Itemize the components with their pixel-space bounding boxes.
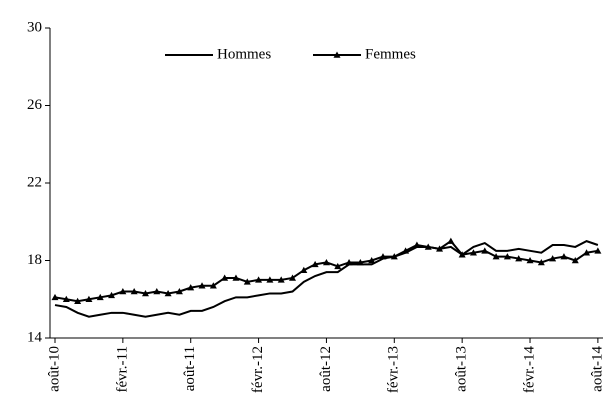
- point-marker: [334, 262, 342, 270]
- x-tick-label: févr.-12: [250, 346, 266, 393]
- point-marker: [503, 253, 511, 260]
- point-marker: [164, 289, 172, 297]
- legend-marker: [333, 51, 341, 58]
- point-marker: [492, 253, 500, 260]
- point-marker: [62, 295, 70, 303]
- point-marker: [345, 258, 353, 266]
- point-marker: [402, 247, 410, 254]
- point-marker: [255, 276, 263, 283]
- y-tick-label: 22: [27, 174, 42, 190]
- point-marker: [560, 253, 568, 260]
- point-marker: [436, 245, 444, 252]
- x-tick-label: févr.-14: [521, 346, 537, 394]
- point-marker: [119, 288, 127, 295]
- legend-label: Femmes: [365, 46, 416, 62]
- point-marker: [51, 293, 59, 301]
- point-marker: [447, 237, 455, 244]
- point-marker: [153, 288, 161, 295]
- point-marker: [368, 257, 376, 264]
- point-marker: [277, 276, 285, 283]
- point-marker: [537, 258, 545, 266]
- point-marker: [108, 291, 116, 299]
- point-marker: [96, 293, 104, 301]
- y-tick-label: 26: [27, 97, 43, 113]
- point-marker: [175, 288, 183, 295]
- point-marker: [232, 274, 240, 281]
- point-marker: [187, 284, 195, 291]
- series-line: [54, 240, 599, 318]
- x-tick-label: août-10: [46, 346, 62, 392]
- point-marker: [266, 276, 274, 283]
- point-marker: [469, 249, 477, 256]
- point-marker: [356, 258, 364, 266]
- y-tick-label: 14: [27, 329, 43, 345]
- point-marker: [322, 258, 330, 266]
- point-marker: [130, 288, 138, 295]
- point-marker: [424, 243, 432, 250]
- point-marker: [198, 282, 206, 289]
- point-marker: [300, 266, 308, 273]
- point-marker: [571, 257, 579, 264]
- point-marker: [583, 249, 591, 256]
- point-marker: [458, 251, 466, 258]
- point-marker: [74, 297, 82, 304]
- point-marker: [209, 282, 217, 289]
- point-marker: [311, 260, 319, 268]
- y-tick-label: 18: [27, 252, 42, 268]
- y-tick-label: 30: [27, 19, 42, 35]
- point-marker: [515, 255, 523, 262]
- x-tick-label: août-14: [589, 346, 603, 392]
- point-marker: [85, 295, 93, 303]
- x-tick-label: févr.-13: [386, 346, 402, 393]
- x-tick-label: août-13: [454, 346, 470, 392]
- point-marker: [141, 289, 149, 297]
- point-marker: [594, 247, 602, 254]
- point-marker: [549, 255, 557, 262]
- point-marker: [481, 247, 489, 254]
- point-marker: [289, 274, 297, 281]
- point-marker: [221, 274, 229, 281]
- x-tick-label: août-12: [318, 346, 334, 392]
- x-tick-label: févr.-11: [114, 346, 130, 393]
- point-marker: [379, 253, 387, 260]
- legend-label: Hommes: [217, 46, 271, 62]
- x-tick-label: août-11: [182, 346, 198, 391]
- point-marker: [413, 241, 421, 248]
- point-marker: [243, 278, 251, 285]
- point-marker: [526, 257, 534, 264]
- point-marker: [390, 253, 398, 260]
